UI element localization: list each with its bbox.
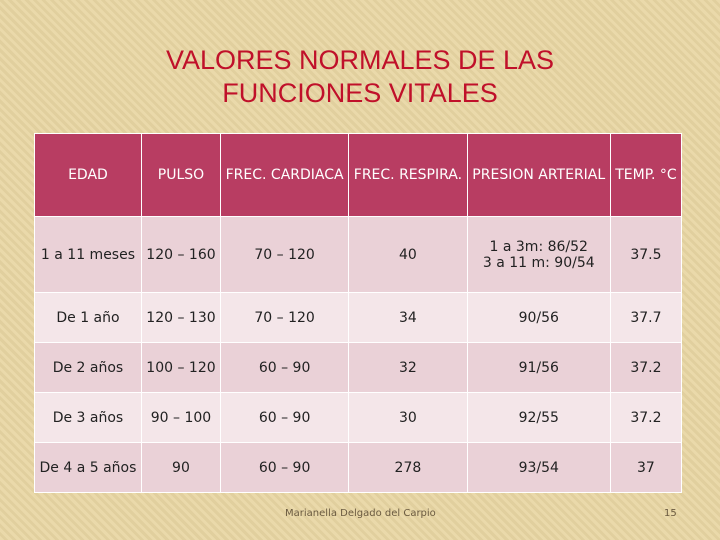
table-row: De 1 año 120 – 130 70 – 120 34 90/56 37.7 (34, 292, 683, 343)
cell: 37.2 (609, 392, 683, 443)
cell: 90 – 100 (140, 392, 222, 443)
cell: 100 – 120 (140, 342, 222, 393)
cell: 60 – 90 (220, 442, 350, 493)
cell: 91/56 (466, 342, 611, 393)
header-cell: FREC. RESPIRA. (348, 133, 468, 217)
cell: 32 (348, 342, 468, 393)
cell: 70 – 120 (220, 216, 350, 293)
table-row: De 2 años 100 – 120 60 – 90 32 91/56 37.2 (34, 342, 683, 393)
cell: 93/54 (466, 442, 611, 493)
cell: 60 – 90 (220, 342, 350, 393)
cell: 34 (348, 292, 468, 343)
cell: 1 a 3m: 86/52 3 a 11 m: 90/54 (466, 216, 611, 293)
cell: 120 – 160 (140, 216, 222, 293)
cell: De 4 a 5 años (34, 442, 142, 493)
cell: 37 (609, 442, 683, 493)
cell: 30 (348, 392, 468, 443)
cell: 120 – 130 (140, 292, 222, 343)
table-row: De 3 años 90 – 100 60 – 90 30 92/55 37.2 (34, 392, 683, 443)
cell: 90 (140, 442, 222, 493)
cell: 37.5 (609, 216, 683, 293)
cell: 37.7 (609, 292, 683, 343)
cell: 92/55 (466, 392, 611, 443)
cell: 70 – 120 (220, 292, 350, 343)
cell: De 1 año (34, 292, 142, 343)
cell: 278 (348, 442, 468, 493)
vitals-table: EDAD PULSO FREC. CARDIACA FREC. RESPIRA. PRE… (34, 133, 683, 493)
cell: 60 – 90 (220, 392, 350, 443)
table-row: De 4 a 5 años 90 60 – 90 278 93/54 37 (34, 442, 683, 493)
cell: 90/56 (466, 292, 611, 343)
page-number: 15 (664, 508, 677, 519)
title: VALORES NORMALES DE LAS FUNCIONES VITALE… (165, 45, 555, 108)
cell: 40 (348, 216, 468, 293)
header-cell: EDAD (34, 133, 142, 217)
cell: 37.2 (609, 342, 683, 393)
author: Marianella Delgado del Carpio (285, 508, 436, 519)
cell: 1 a 11 meses (34, 216, 142, 293)
cell: De 2 años (34, 342, 142, 393)
header-cell: TEMP. °C (609, 133, 683, 217)
header-cell: FREC. CARDIACA (220, 133, 350, 217)
header-cell: PULSO (140, 133, 222, 217)
table-row: 1 a 11 meses 120 – 160 70 – 120 40 1 a 3m: 8… (34, 216, 683, 293)
header-cell: PRESION ARTERIAL (466, 133, 611, 217)
cell: De 3 años (34, 392, 142, 443)
